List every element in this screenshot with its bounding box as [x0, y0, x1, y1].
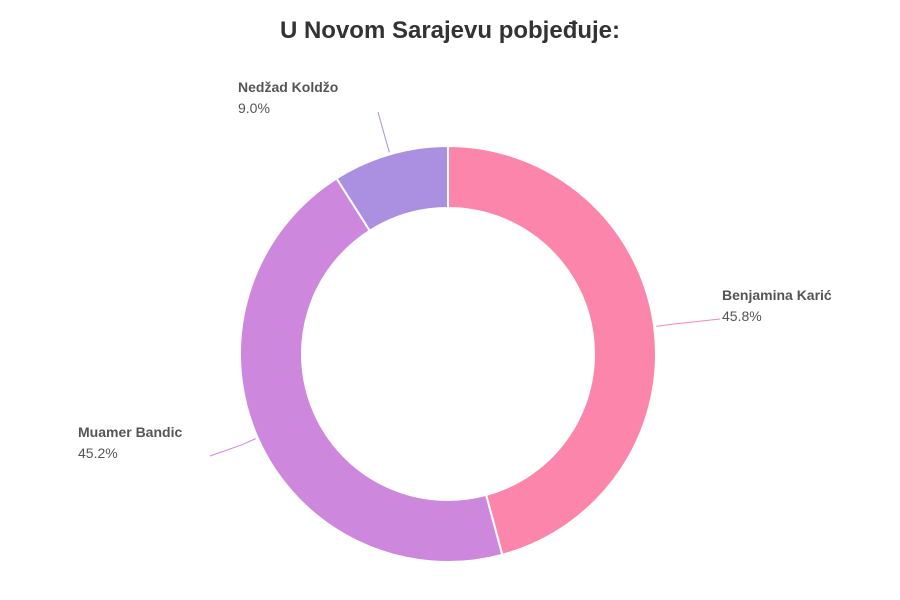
donut-slices — [239, 145, 657, 563]
donut-slice-nedzad[interactable] — [335, 145, 449, 232]
slice-label-value-muamer: 45.2% — [78, 445, 118, 461]
slice-label-name-benjamina: Benjamina Karić — [722, 287, 832, 303]
chart-title: U Novom Sarajevu pobjeđuje: — [279, 17, 621, 44]
slice-label-value-nedzad: 9.0% — [238, 100, 270, 116]
donut-slice-muamer[interactable] — [239, 177, 504, 563]
connector-line-muamer — [209, 438, 257, 457]
connector-line-benjamina — [656, 318, 721, 327]
slice-label-name-muamer: Muamer Bandic — [78, 424, 182, 440]
slice-label-value-benjamina: 45.8% — [722, 308, 762, 324]
donut-slice-benjamina[interactable] — [447, 145, 657, 556]
label-connectors — [209, 111, 721, 457]
connector-line-nedzad — [377, 111, 390, 153]
slice-label-name-nedzad: Nedžad Koldžo — [238, 79, 338, 95]
